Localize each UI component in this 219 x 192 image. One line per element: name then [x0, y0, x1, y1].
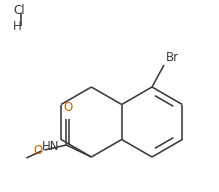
Text: O: O — [63, 101, 72, 114]
Text: Cl: Cl — [13, 3, 25, 17]
Text: Br: Br — [166, 51, 179, 64]
Text: H: H — [13, 21, 22, 33]
Text: O: O — [33, 143, 42, 156]
Text: HN: HN — [42, 141, 59, 153]
